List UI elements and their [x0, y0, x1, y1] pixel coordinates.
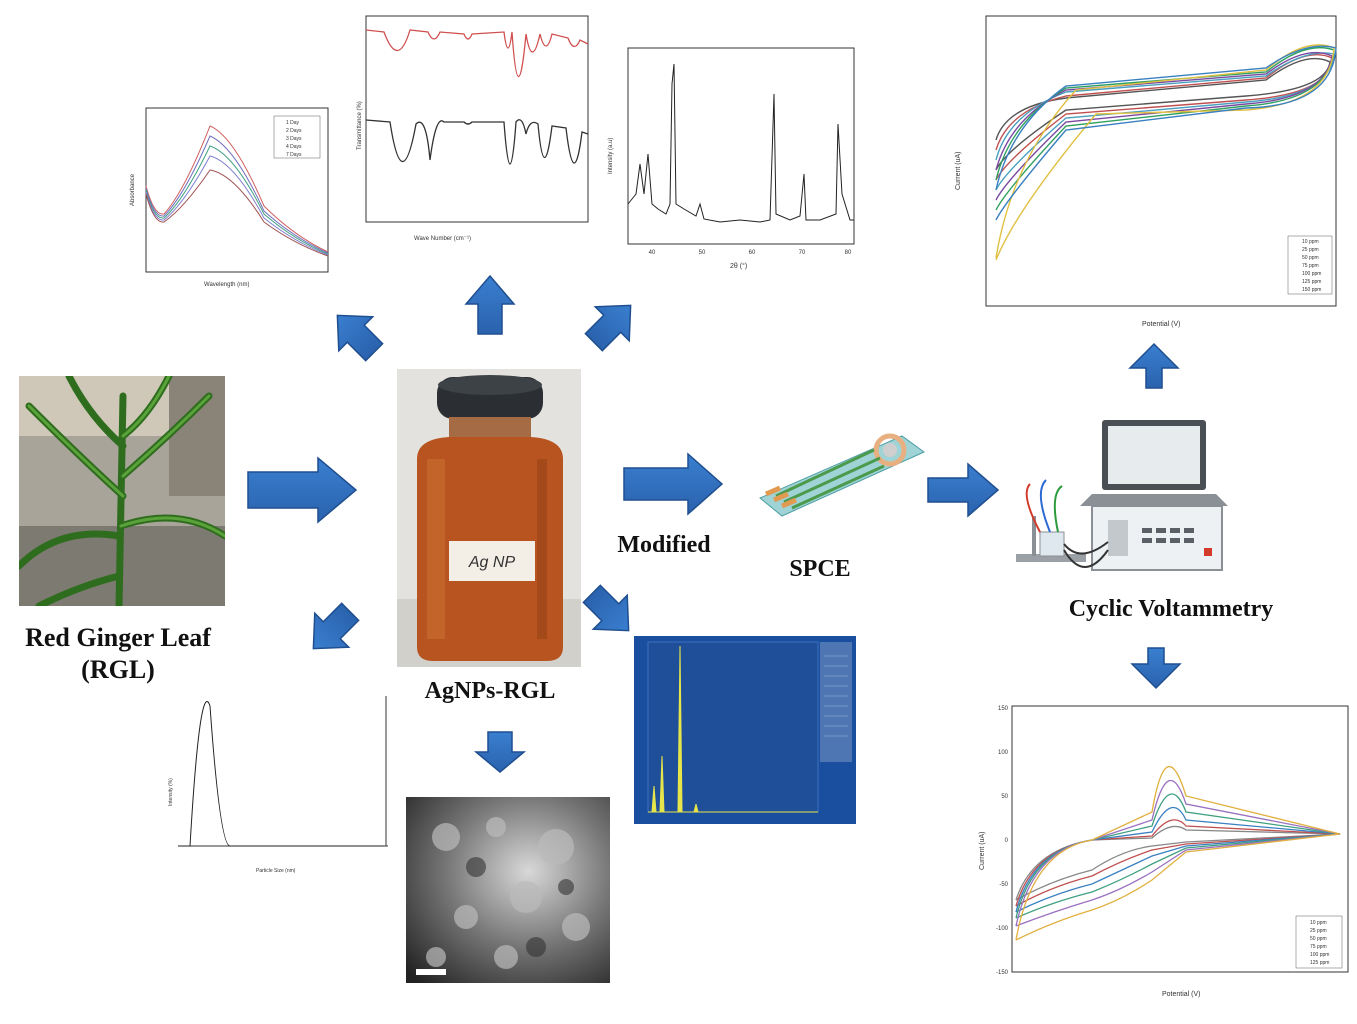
spce-label: SPCE [789, 556, 851, 582]
cv-bottom-ytick-m150: -150 [996, 970, 1009, 976]
cv-bottom-ytick-m100: -100 [996, 926, 1009, 932]
uv-vis-chart: 1 Day 2 Days 3 Days 4 Days 7 Days Wavele… [124, 96, 334, 296]
cv-top-ylabel: Current (uA) [955, 151, 962, 190]
cv-bottom-xlabel: Potential (V) [1162, 991, 1201, 998]
arrow-upleft-uv [336, 314, 384, 362]
cv-bottom-legend-6: 125 ppm [1310, 960, 1329, 966]
xrd-chart: 40 50 60 70 80 2θ (°) Intensity (a.u) [600, 44, 856, 276]
xrd-xtick-40: 40 [649, 250, 656, 256]
psa-curve [178, 701, 384, 847]
cv-bottom-curve-4 [1015, 793, 1341, 919]
cv-bottom-chart: 150 100 50 0 -50 -100 -150 10 ppm 25 ppm… [972, 700, 1352, 1004]
rgl-name: Red Ginger Leaf [25, 623, 211, 652]
cv-bottom-legend-4: 75 ppm [1310, 944, 1327, 950]
sem-image [406, 797, 610, 983]
cv-top-legend-7: 150 ppm [1302, 287, 1321, 293]
arrow-up-ftir [464, 274, 516, 335]
potentiostat-setup [1016, 420, 1228, 571]
red-ginger-leaf-photo [19, 376, 225, 606]
cv-bottom-legend-2: 25 ppm [1310, 928, 1327, 934]
arrow-downleft-psa [312, 602, 360, 650]
uv-legend-5: 7 Days [286, 152, 302, 158]
cv-bottom-ytick-100: 100 [998, 750, 1009, 756]
cv-bottom-ytick-50: 50 [1001, 794, 1008, 800]
arrow-agnps-to-spce [623, 452, 724, 516]
cv-bottom-ytick-0: 0 [1005, 838, 1009, 844]
spce-electrode [759, 433, 925, 517]
xrd-xtick-50: 50 [699, 250, 706, 256]
arrow-down-sem [473, 731, 527, 773]
cv-top-xlabel: Potential (V) [1142, 321, 1181, 328]
arrow-down-cvbottom [1130, 647, 1182, 690]
arrow-rgl-to-agnps [247, 456, 358, 524]
ftir-curve-top [365, 29, 589, 78]
ftir-xlabel: Wave Number (cm⁻¹) [414, 236, 471, 242]
ftir-chart: Wave Number (cm⁻¹) Transmittance (%) [354, 10, 590, 242]
xrd-pattern [627, 63, 854, 223]
psa-ylabel: Intensity (%) [168, 778, 174, 806]
cv-top-chart: 10 ppm 25 ppm 50 ppm 75 ppm 100 ppm 125 … [946, 10, 1340, 330]
cv-top-legend-4: 75 ppm [1302, 263, 1319, 269]
cv-top-legend-6: 125 ppm [1302, 279, 1321, 285]
uv-legend-4: 4 Days [286, 144, 302, 150]
cv-top-legend-2: 25 ppm [1302, 247, 1319, 253]
agnps-label: AgNPs-RGL [424, 678, 556, 704]
cv-bottom-legend-5: 100 ppm [1310, 952, 1329, 958]
particle-size-chart: Particle Size (nm) Intensity (%) [164, 696, 390, 878]
uv-curve-4 [145, 155, 329, 256]
uv-legend-3: 3 Days [286, 136, 302, 142]
rgl-label: Red Ginger Leaf (RGL) [10, 622, 226, 686]
modified-label: Modified [617, 532, 711, 558]
uv-curve-3 [145, 145, 329, 255]
arrow-upright-xrd [584, 304, 632, 352]
bottle-tag: Ag NP [468, 554, 516, 571]
arrow-downright-eds [582, 584, 630, 632]
cv-bottom-curve-5 [1015, 779, 1341, 927]
uv-curve-2 [145, 135, 329, 254]
cv-bottom-ytick-m50: -50 [999, 882, 1008, 888]
cv-label: Cyclic Voltammetry [1068, 596, 1274, 622]
cv-bottom-ylabel: Current (uA) [979, 831, 986, 870]
cv-top-legend-1: 10 ppm [1302, 239, 1319, 245]
xrd-ylabel: Intensity (a.u) [608, 138, 614, 174]
xrd-xlabel: 2θ (°) [730, 262, 747, 270]
cv-bottom-legend-1: 10 ppm [1310, 920, 1327, 926]
cv-bottom-ytick-150: 150 [998, 706, 1009, 712]
uv-xlabel: Wavelength (nm) [204, 282, 249, 288]
cv-bottom-curve-6 [1015, 765, 1341, 941]
uv-ylabel: Absorbance [130, 173, 136, 206]
psa-xlabel: Particle Size (nm) [256, 868, 296, 874]
uv-curve-1 [145, 125, 329, 253]
xrd-xtick-80: 80 [845, 250, 852, 256]
xrd-xtick-70: 70 [799, 250, 806, 256]
arrow-spce-to-cv [927, 462, 1000, 518]
cv-top-curve-4 [995, 51, 1333, 201]
cv-bottom-legend-3: 50 ppm [1310, 936, 1327, 942]
xrd-xtick-60: 60 [749, 250, 756, 256]
eds-spectrum [634, 636, 856, 824]
cv-top-legend-3: 50 ppm [1302, 255, 1319, 261]
cv-top-curve-6 [995, 44, 1335, 261]
cv-top-legend-5: 100 ppm [1302, 271, 1321, 277]
ftir-curve-bottom [365, 119, 589, 165]
arrow-up-cvtop [1128, 342, 1180, 389]
rgl-abbr: (RGL) [81, 655, 155, 684]
agnps-bottle-photo: Ag NP [397, 369, 581, 667]
uv-legend-1: 1 Day [286, 120, 300, 126]
cv-top-curve-7 [995, 45, 1337, 221]
uv-curve-5 [145, 169, 329, 257]
ftir-ylabel: Transmittance (%) [357, 101, 363, 150]
eds-peaks [648, 645, 818, 813]
uv-legend-2: 2 Days [286, 128, 302, 134]
